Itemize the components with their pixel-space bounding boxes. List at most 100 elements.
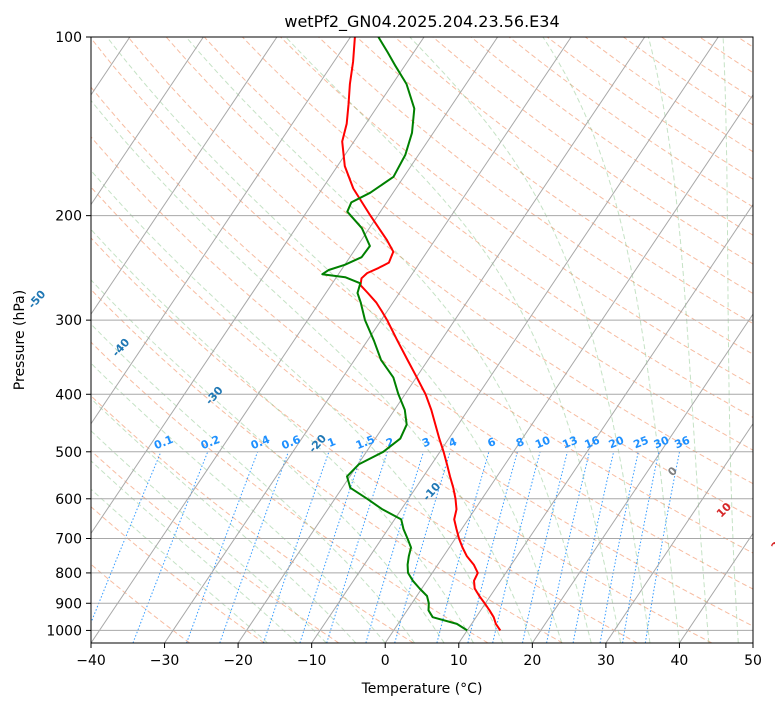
dry-adiabat-line <box>394 37 753 295</box>
mixing-ratio-label: 10 <box>533 434 552 452</box>
x-tick-label: 50 <box>744 653 762 669</box>
grid-lines <box>0 37 753 643</box>
dry-adiabat-line <box>127 37 753 519</box>
mixing-ratio-line <box>263 451 330 643</box>
isotherm-gridline <box>752 642 753 643</box>
y-tick-label: 600 <box>55 492 82 508</box>
isotherm-gridline <box>311 37 719 643</box>
y-tick-label: 900 <box>55 596 82 612</box>
moist-adiabat-line <box>542 37 680 643</box>
mixing-ratio-line <box>394 451 451 643</box>
dry-adiabat-line <box>91 237 638 643</box>
isotherm-gridline <box>91 37 351 425</box>
plot-frame <box>90 36 754 644</box>
x-tick-label: 30 <box>597 653 615 669</box>
curve-labels: 0.10.20.40.611.52346810131620253036-100-… <box>25 288 775 554</box>
moist-adiabat-line <box>409 37 651 643</box>
dry-adiabat-line <box>203 37 753 451</box>
isotherm-gridline <box>679 532 753 643</box>
y-tick-label: 700 <box>55 532 82 548</box>
dry-adiabat-line <box>737 37 753 48</box>
dry-adiabat-line <box>91 506 265 643</box>
isotherm-gridline <box>384 93 753 643</box>
moist-adiabat-line <box>722 37 739 643</box>
isotherm-gridline <box>0 37 56 643</box>
isotherm-gridline <box>91 37 278 316</box>
profile-series <box>321 37 502 632</box>
chart-title: wetPf2_GN04.2025.204.23.56.E34 <box>284 12 559 32</box>
temperature-line <box>341 37 502 631</box>
x-tick-label: 0 <box>381 653 390 669</box>
mixing-ratio-label: 13 <box>561 434 580 452</box>
mixing-ratio-line <box>622 451 660 643</box>
moist-adiabat-line <box>91 362 386 643</box>
mixing-ratio-line <box>365 451 424 643</box>
mixing-ratio-line <box>522 451 568 643</box>
dry-adiabat-line <box>91 341 489 643</box>
dry-adiabat-label: -40 <box>109 336 132 360</box>
y-tick-label: 100 <box>55 30 82 46</box>
mixing-ratio-label: 3 <box>420 435 432 450</box>
mixing-ratio-line <box>132 451 209 643</box>
y-axis-label: Pressure (hPa) <box>12 290 28 390</box>
moist-adiabat-line <box>91 460 298 643</box>
y-tick-label: 200 <box>55 209 82 225</box>
y-tick-label: 1000 <box>46 623 82 639</box>
moist-adiabat-line <box>285 37 622 643</box>
dewpoint-line <box>321 37 468 632</box>
dry-adiabat-line <box>91 395 414 643</box>
mixing-ratio-line <box>436 451 490 643</box>
isotherm-gridline <box>91 37 204 206</box>
mixing-ratio-label: 20 <box>607 434 626 452</box>
moist-adiabat-line <box>91 279 445 643</box>
y-tick-label: 400 <box>55 387 82 403</box>
dry-adiabat-line <box>242 37 753 418</box>
dry-adiabat-line <box>356 37 753 325</box>
mixing-ratio-line <box>572 451 615 643</box>
x-tick-label: 40 <box>671 653 689 669</box>
x-tick-label: −20 <box>223 653 253 669</box>
x-tick-label: −30 <box>150 653 180 669</box>
mixing-ratio-line <box>546 451 590 643</box>
dry-adiabat-line <box>318 37 753 355</box>
dry-adiabat-line <box>91 450 340 643</box>
x-axis: −40 −30 −20 −10 0 10 20 30 40 50 <box>76 643 762 669</box>
y-tick-label: 500 <box>55 445 82 461</box>
moist-adiabat-line <box>764 37 775 643</box>
mixing-ratio-label: 36 <box>673 434 692 452</box>
mixing-ratio-label: 30 <box>652 434 671 452</box>
dry-adiabat-line <box>91 37 753 554</box>
moist-adiabat-line <box>91 228 474 643</box>
mixing-ratio-line <box>219 451 289 643</box>
moist-adiabat-line <box>185 37 592 643</box>
mixing-ratio-label: 0.1 <box>152 433 175 452</box>
dry-adiabat-line <box>91 563 191 643</box>
y-tick-label: 300 <box>55 313 82 329</box>
isotherm-gridline <box>91 37 425 535</box>
x-tick-label: −40 <box>76 653 106 669</box>
mixing-ratio-line <box>467 451 518 643</box>
moist-adiabat-line <box>91 397 357 643</box>
dry-adiabat-line <box>432 37 753 265</box>
moist-adiabat-label: 20 <box>769 533 775 553</box>
dry-adiabat-line <box>91 86 753 590</box>
isotherm-gridline <box>164 37 572 643</box>
mixing-ratio-label: 0.6 <box>280 433 303 452</box>
mixing-ratio-line <box>326 451 388 643</box>
moist-adiabat-line <box>91 430 327 643</box>
mixing-ratio-label: 25 <box>631 434 650 452</box>
moist-adiabat-line <box>91 323 415 643</box>
x-tick-label: 10 <box>450 653 468 669</box>
mixing-ratio-label: 4 <box>447 435 459 450</box>
mixing-ratio-label: 1 <box>326 435 338 450</box>
isotherm-gridline <box>237 37 646 643</box>
mixing-ratio-line <box>299 451 364 643</box>
moist-adiabat-line <box>647 37 710 643</box>
isotherm-gridline <box>531 313 753 643</box>
moist-adiabat-line <box>91 488 268 643</box>
mixing-ratio-label: 0.4 <box>249 433 272 452</box>
mixing-ratio-label: 2 <box>384 435 396 450</box>
dry-adiabat-label: -50 <box>25 288 48 312</box>
dry-adiabat-line <box>699 37 753 74</box>
